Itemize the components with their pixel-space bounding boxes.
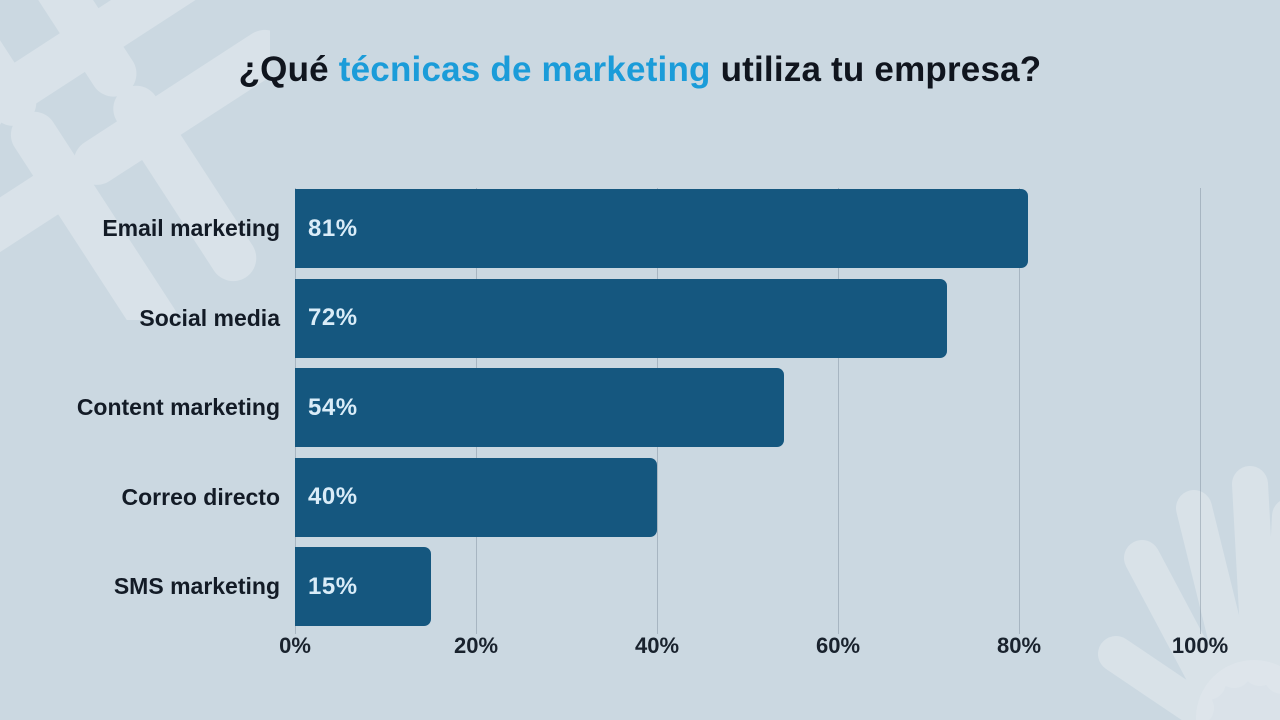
bar: 81%	[295, 189, 1029, 268]
bar-row: Content marketing 54%	[0, 368, 1280, 447]
title-prefix: ¿Qué	[238, 50, 339, 89]
category-label: Email marketing	[102, 215, 280, 241]
category-label: SMS marketing	[113, 573, 280, 599]
x-tick-label: 20%	[453, 633, 499, 658]
gridline-80%	[1019, 188, 1020, 634]
category-label: Correo directo	[121, 483, 280, 510]
bar: 72%	[295, 278, 947, 358]
x-tick-label: 80%	[996, 633, 1042, 658]
bar-row: Email marketing 81%	[0, 189, 1280, 268]
bar-value-label: 15%	[308, 572, 358, 600]
category-label: Content marketing	[76, 394, 280, 420]
bar-value-label: 54%	[308, 393, 358, 421]
x-tick-label: 0%	[279, 633, 311, 658]
chart-title: ¿Qué técnicas de marketing utiliza tu em…	[0, 50, 1280, 90]
bar-value-label: 72%	[308, 304, 358, 331]
bar: 15%	[295, 547, 431, 626]
category-label: Social media	[139, 304, 280, 331]
bar-row: Social media 72%	[0, 278, 1280, 358]
bar-row: Correo directo 40%	[0, 457, 1280, 537]
gridline-100%	[1200, 188, 1201, 634]
gridline-60%	[838, 188, 839, 634]
x-tick-label: 40%	[634, 633, 680, 658]
bar: 54%	[295, 368, 784, 447]
bar-value-label: 40%	[308, 483, 358, 510]
bar-value-label: 81%	[308, 214, 358, 242]
x-tick-label: 60%	[815, 633, 861, 658]
title-suffix: utiliza tu empresa?	[710, 50, 1042, 89]
bar: 40%	[295, 457, 657, 537]
title-highlight: técnicas de marketing	[338, 50, 711, 89]
x-tick-label: 100%	[1171, 633, 1229, 658]
bar-row: SMS marketing 15%	[0, 547, 1280, 626]
